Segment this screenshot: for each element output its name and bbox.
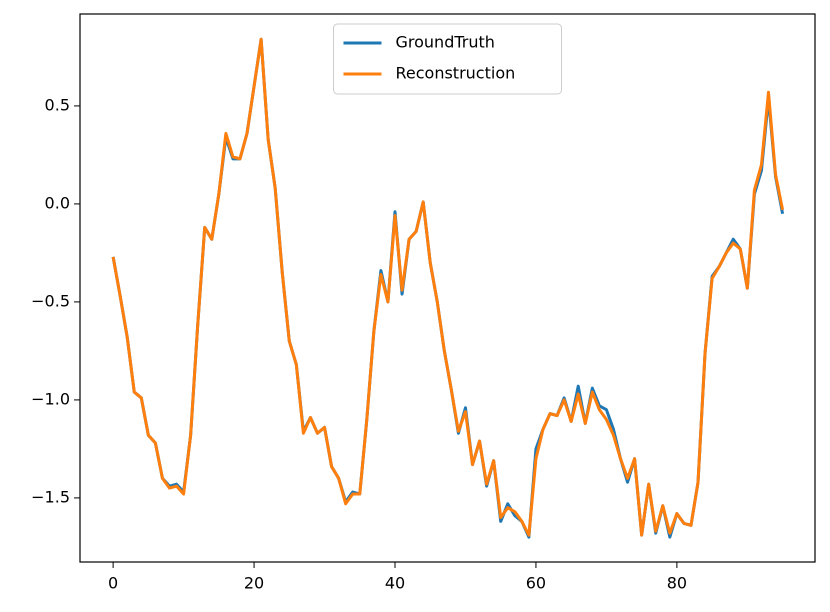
x-tick-label: 80 (667, 574, 687, 593)
plot-frame (79, 13, 816, 563)
legend-label: GroundTruth (396, 33, 495, 52)
series-line (111, 37, 785, 539)
legend-box (333, 23, 562, 95)
series-line (111, 37, 785, 537)
y-tick-label: 0.5 (45, 95, 70, 114)
y-tick-label: 0.0 (45, 193, 70, 212)
y-tick-label: −1.5 (31, 487, 70, 506)
y-tick-label: −0.5 (31, 291, 70, 310)
x-tick-label: 40 (385, 574, 405, 593)
x-tick-label: 20 (244, 574, 264, 593)
x-tick-label: 60 (526, 574, 546, 593)
y-tick-label: −1.0 (31, 389, 70, 408)
x-tick-label: 0 (108, 574, 118, 593)
legend-label: Reconstruction (396, 64, 516, 83)
